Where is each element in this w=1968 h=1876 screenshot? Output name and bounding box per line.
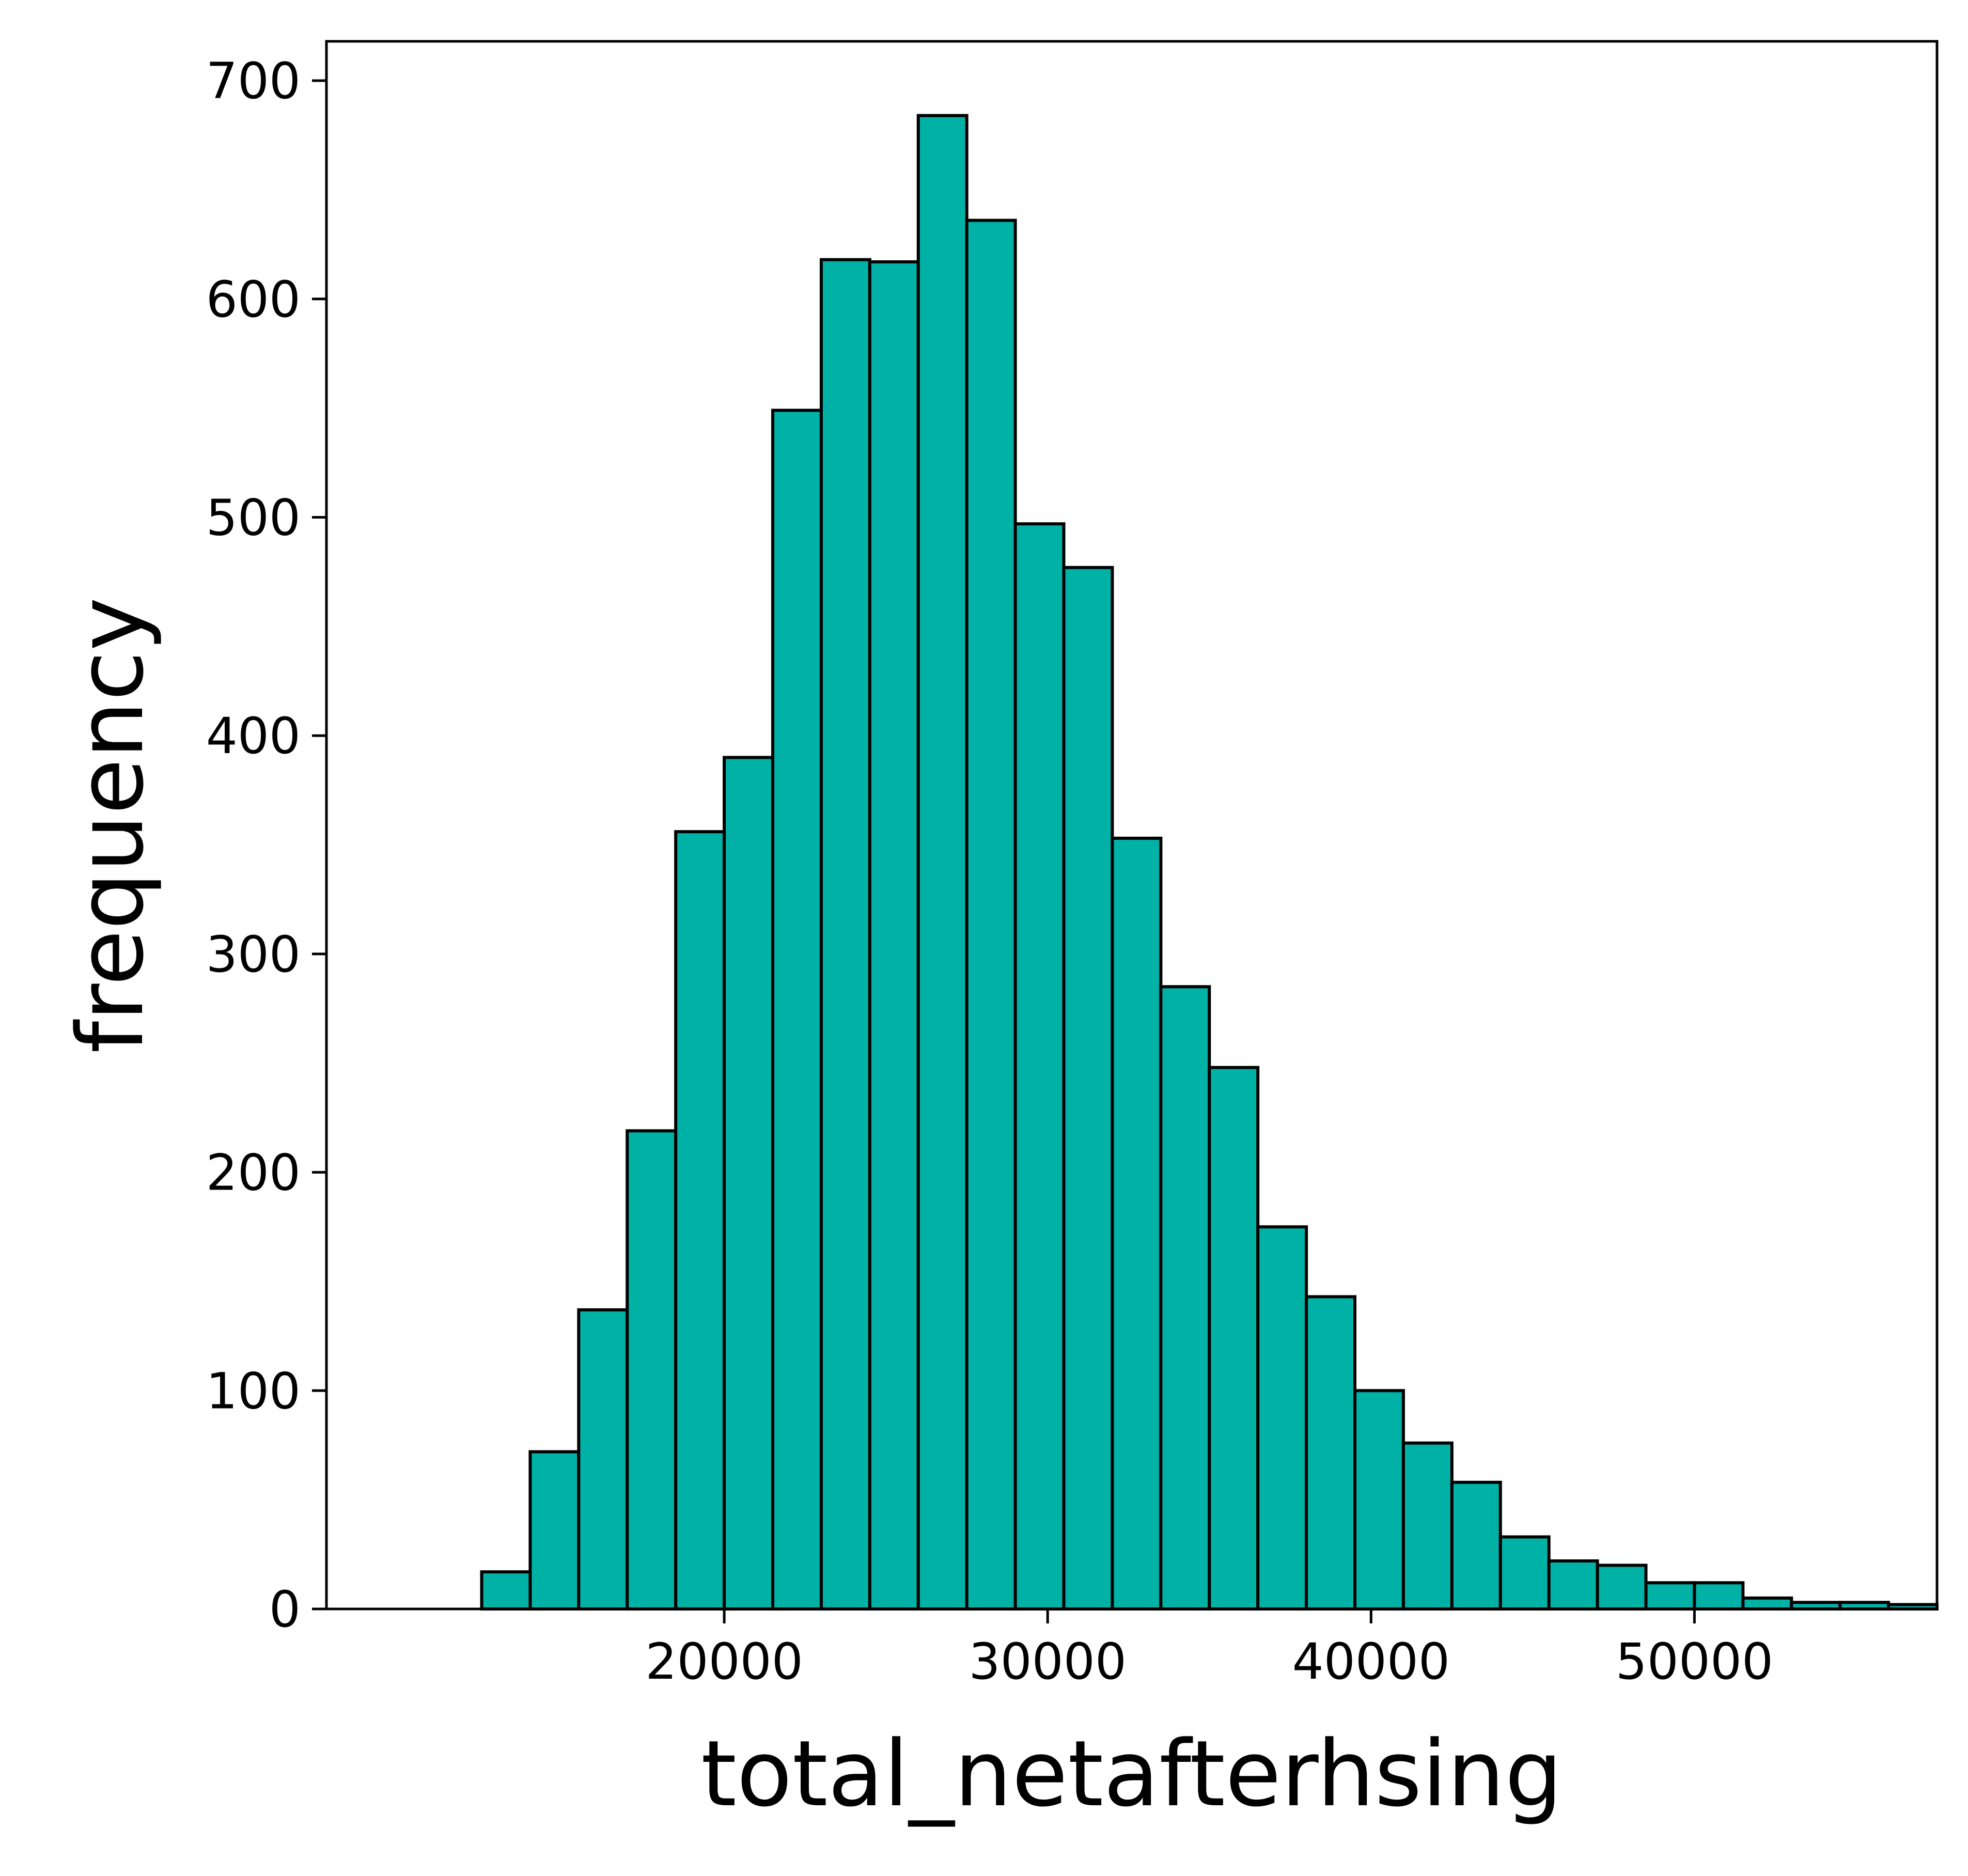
histogram-bar	[916, 114, 969, 1611]
x-axis-title: total_netafterhsing	[701, 1721, 1563, 1827]
histogram-bar	[723, 756, 775, 1611]
y-tick-label: 600	[206, 271, 301, 329]
x-tick-label: 20000	[645, 1633, 803, 1691]
y-tick-label: 700	[206, 52, 301, 110]
histogram-bar	[480, 1570, 532, 1611]
histogram-bar	[1498, 1535, 1551, 1611]
histogram-bar	[1693, 1581, 1745, 1611]
histogram-bar	[674, 830, 726, 1611]
x-tick-label: 50000	[1616, 1633, 1773, 1691]
histogram-bar	[528, 1450, 581, 1611]
y-tick-label: 100	[206, 1362, 301, 1420]
histogram-bar	[1741, 1596, 1793, 1611]
y-tick-label: 300	[206, 926, 301, 983]
histogram-bar	[1353, 1389, 1405, 1611]
histogram-bar	[1596, 1564, 1648, 1611]
histogram-bar	[1547, 1559, 1599, 1611]
y-tick-label: 200	[206, 1144, 301, 1202]
histogram-bar	[626, 1129, 678, 1611]
histogram-bars	[480, 114, 1939, 1611]
histogram-bar	[1450, 1480, 1502, 1611]
y-axis-title: frequency	[58, 597, 164, 1053]
histogram-bar	[965, 218, 1017, 1611]
x-tick-label: 40000	[1292, 1633, 1450, 1691]
histogram-bar	[1013, 522, 1066, 1611]
x-axis-ticks: 20000 30000 40000 50000	[645, 1609, 1773, 1691]
histogram-bar	[577, 1308, 629, 1611]
y-tick-label: 400	[206, 707, 301, 765]
y-axis-ticks: 0 100 200 300 400 500 600 700	[206, 52, 326, 1638]
plot-frame	[325, 40, 1939, 1611]
histogram-bar	[1111, 836, 1163, 1611]
histogram-bar	[1644, 1581, 1696, 1611]
y-tick-label: 0	[269, 1581, 301, 1638]
y-tick-label: 500	[206, 489, 301, 546]
histogram-bar	[1159, 985, 1211, 1611]
histogram-bar	[1062, 566, 1114, 1611]
histogram-bar	[868, 260, 920, 1611]
x-tick-label: 30000	[969, 1633, 1127, 1691]
histogram-bar	[771, 409, 823, 1611]
histogram-bar	[819, 258, 871, 1611]
histogram-bar	[1305, 1295, 1357, 1611]
histogram-bar	[1256, 1225, 1308, 1611]
histogram-bar	[1208, 1066, 1260, 1611]
histogram-bar	[1401, 1441, 1454, 1611]
